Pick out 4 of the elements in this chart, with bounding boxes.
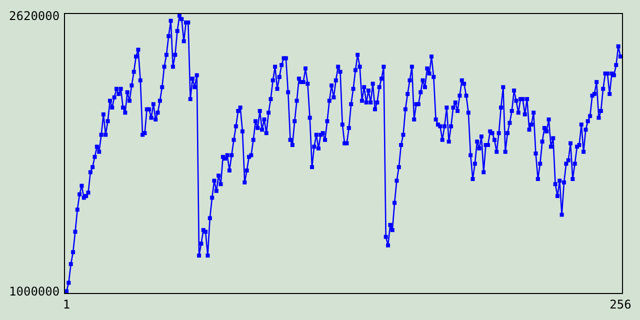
y-tick-label: 2620000 <box>9 8 60 23</box>
x-tick-label: 1 <box>62 297 70 312</box>
y-tick-label: 1000000 <box>9 284 60 298</box>
x-tick-label: 256 <box>610 297 632 312</box>
